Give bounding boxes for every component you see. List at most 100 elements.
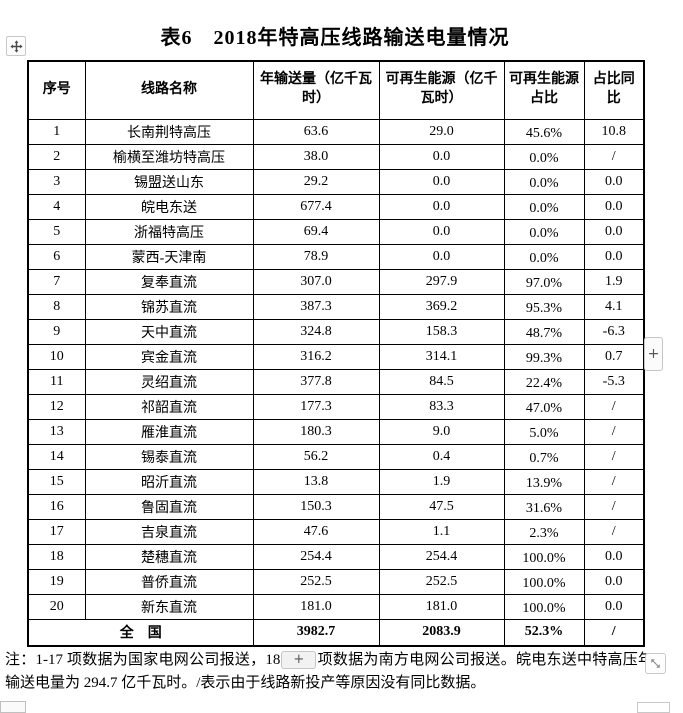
cell-renewable-energy: 0.4 bbox=[378, 443, 505, 470]
cell-line-name: 蒙西-天津南 bbox=[84, 243, 254, 270]
cell-annual-transmission: 29.2 bbox=[252, 168, 380, 195]
cell-renewable-share: 100.0% bbox=[503, 593, 585, 620]
cell-renewable-energy: 369.2 bbox=[378, 293, 505, 320]
cell-index: 19 bbox=[27, 568, 86, 595]
diagonal-resize-icon bbox=[649, 657, 662, 670]
cell-renewable-energy: 1.9 bbox=[378, 468, 505, 495]
cell-renewable-energy: 47.5 bbox=[378, 493, 505, 520]
cell-annual-transmission: 677.4 bbox=[252, 193, 380, 220]
insert-row-handle[interactable]: + bbox=[644, 337, 663, 371]
cell-renewable-energy: 0.0 bbox=[378, 143, 505, 170]
cell-renewable-energy: 83.3 bbox=[378, 393, 505, 420]
cell-renewable-share: 48.7% bbox=[503, 318, 585, 345]
cell-annual-transmission: 56.2 bbox=[252, 443, 380, 470]
cell-index: 3 bbox=[27, 168, 86, 195]
cell-renewable-share: 31.6% bbox=[503, 493, 585, 520]
cell-index: 15 bbox=[27, 468, 86, 495]
table-row: 17 吉泉直流 47.6 1.1 2.3% / bbox=[27, 518, 645, 545]
footnote-prefix: 注：1-17 项数据为国家电网公司报送，18 bbox=[5, 652, 281, 668]
move-cross-icon bbox=[9, 39, 23, 53]
table-resize-handle[interactable] bbox=[645, 653, 666, 674]
cell-renewable-share: 100.0% bbox=[503, 543, 585, 570]
cell-index: 17 bbox=[27, 518, 86, 545]
footnote: 注：1-17 项数据为国家电网公司报送，18 + 项数据为南方电网公司报送。皖电东送… bbox=[5, 649, 653, 695]
cell-renewable-share: 0.0% bbox=[503, 218, 585, 245]
cell-annual-transmission: 69.4 bbox=[252, 218, 380, 245]
cell-line-name: 灵绍直流 bbox=[84, 368, 254, 395]
bottom-left-handle[interactable] bbox=[0, 701, 26, 713]
cell-index: 18 bbox=[27, 543, 86, 570]
cell-annual-transmission: 177.3 bbox=[252, 393, 380, 420]
cell-annual-transmission: 307.0 bbox=[252, 268, 380, 295]
table-row: 12 祁韶直流 177.3 83.3 47.0% / bbox=[27, 393, 645, 420]
cell-line-name: 天中直流 bbox=[84, 318, 254, 345]
cell-line-name: 宾金直流 bbox=[84, 343, 254, 370]
uhv-transmission-table: 序号 线路名称 年输送量（亿千瓦时） 可再生能源（亿千瓦时） 可再生能源占比 占… bbox=[27, 60, 645, 647]
cell-share-yoy: / bbox=[583, 518, 645, 545]
cell-annual-transmission: 377.8 bbox=[252, 368, 380, 395]
cell-renewable-share: 45.6% bbox=[503, 118, 585, 145]
total-row: 全 国 3982.7 2083.9 52.3% / bbox=[27, 618, 645, 647]
cell-annual-transmission: 47.6 bbox=[252, 518, 380, 545]
cell-line-name: 昭沂直流 bbox=[84, 468, 254, 495]
cell-renewable-share: 13.9% bbox=[503, 468, 585, 495]
cell-renewable-share: 0.0% bbox=[503, 243, 585, 270]
cell-line-name: 锡泰直流 bbox=[84, 443, 254, 470]
cell-index: 2 bbox=[27, 143, 86, 170]
header-renewable-energy: 可再生能源（亿千瓦时） bbox=[378, 60, 505, 120]
table-row: 8 锦苏直流 387.3 369.2 95.3% 4.1 bbox=[27, 293, 645, 320]
cell-renewable-energy: 0.0 bbox=[378, 168, 505, 195]
bottom-right-handle[interactable] bbox=[637, 702, 670, 713]
cell-share-yoy: / bbox=[583, 493, 645, 520]
cell-index: 13 bbox=[27, 418, 86, 445]
cell-annual-transmission: 180.3 bbox=[252, 418, 380, 445]
table-row: 10 宾金直流 316.2 314.1 99.3% 0.7 bbox=[27, 343, 645, 370]
cell-renewable-share: 100.0% bbox=[503, 568, 585, 595]
cell-line-name: 锦苏直流 bbox=[84, 293, 254, 320]
cell-share-yoy: 1.9 bbox=[583, 268, 645, 295]
cell-line-name: 祁韶直流 bbox=[84, 393, 254, 420]
table-row: 3 锡盟送山东 29.2 0.0 0.0% 0.0 bbox=[27, 168, 645, 195]
cell-index: 6 bbox=[27, 243, 86, 270]
cell-total-share-yoy: / bbox=[583, 618, 645, 647]
cell-index: 5 bbox=[27, 218, 86, 245]
cell-renewable-energy: 158.3 bbox=[378, 318, 505, 345]
table-row: 20 新东直流 181.0 181.0 100.0% 0.0 bbox=[27, 593, 645, 620]
cell-total-renewable-share: 52.3% bbox=[503, 618, 585, 647]
table-row: 19 普侨直流 252.5 252.5 100.0% 0.0 bbox=[27, 568, 645, 595]
cell-annual-transmission: 324.8 bbox=[252, 318, 380, 345]
table-row: 2 榆横至潍坊特高压 38.0 0.0 0.0% / bbox=[27, 143, 645, 170]
cell-share-yoy: 0.0 bbox=[583, 543, 645, 570]
cell-renewable-share: 2.3% bbox=[503, 518, 585, 545]
table-row: 4 皖电东送 677.4 0.0 0.0% 0.0 bbox=[27, 193, 645, 220]
cell-line-name: 长南荆特高压 bbox=[84, 118, 254, 145]
header-renewable-share: 可再生能源占比 bbox=[503, 60, 585, 120]
cell-share-yoy: 0.0 bbox=[583, 218, 645, 245]
insert-handle-overlay[interactable]: + bbox=[281, 651, 317, 669]
table-row: 13 雁淮直流 180.3 9.0 5.0% / bbox=[27, 418, 645, 445]
cell-share-yoy: 0.0 bbox=[583, 568, 645, 595]
cell-index: 4 bbox=[27, 193, 86, 220]
cell-annual-transmission: 254.4 bbox=[252, 543, 380, 570]
cell-line-name: 浙福特高压 bbox=[84, 218, 254, 245]
cell-total-renewable-energy: 2083.9 bbox=[378, 618, 505, 647]
cell-renewable-share: 5.0% bbox=[503, 418, 585, 445]
cell-renewable-energy: 0.0 bbox=[378, 193, 505, 220]
cell-share-yoy: 0.0 bbox=[583, 193, 645, 220]
table-row: 11 灵绍直流 377.8 84.5 22.4% -5.3 bbox=[27, 368, 645, 395]
table-move-handle[interactable] bbox=[6, 36, 26, 56]
cell-index: 1 bbox=[27, 118, 86, 145]
table-row: 18 楚穗直流 254.4 254.4 100.0% 0.0 bbox=[27, 543, 645, 570]
cell-index: 16 bbox=[27, 493, 86, 520]
cell-renewable-energy: 181.0 bbox=[378, 593, 505, 620]
cell-index: 11 bbox=[27, 368, 86, 395]
header-annual-transmission: 年输送量（亿千瓦时） bbox=[252, 60, 380, 120]
cell-share-yoy: -6.3 bbox=[583, 318, 645, 345]
cell-renewable-share: 0.0% bbox=[503, 143, 585, 170]
cell-share-yoy: / bbox=[583, 443, 645, 470]
cell-line-name: 皖电东送 bbox=[84, 193, 254, 220]
cell-renewable-share: 0.0% bbox=[503, 168, 585, 195]
cell-renewable-share: 22.4% bbox=[503, 368, 585, 395]
cell-line-name: 新东直流 bbox=[84, 593, 254, 620]
cell-renewable-energy: 84.5 bbox=[378, 368, 505, 395]
